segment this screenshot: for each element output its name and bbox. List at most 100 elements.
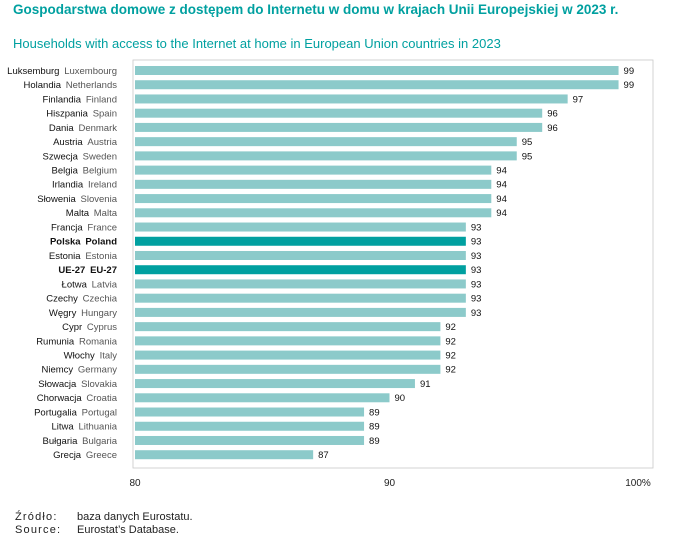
value-label: 99 xyxy=(624,66,635,77)
category-label-pl: Cypr xyxy=(62,322,87,333)
value-label: 89 xyxy=(369,407,380,418)
category-label-pl: Litwa xyxy=(52,422,79,433)
bar-slovakia xyxy=(135,379,415,389)
x-tick-label: 80 xyxy=(129,478,141,489)
category-label-pl: Belgia xyxy=(52,166,83,177)
bar-slovenia xyxy=(135,194,492,204)
bar-estonia xyxy=(135,250,466,260)
category-label: Grecja Greece xyxy=(53,450,117,461)
category-label: Belgia Belgium xyxy=(52,166,118,177)
bar-belgium xyxy=(135,165,492,175)
category-label: Francja France xyxy=(51,222,117,233)
bar-denmark xyxy=(135,122,543,132)
category-label-en: Malta xyxy=(94,208,118,219)
category-label-pl: Węgry xyxy=(49,308,81,319)
category-label-pl: Irlandia xyxy=(52,180,88,191)
bar-chart: Luksemburg Luxembourg 99 Holandia Netherla… xyxy=(7,59,654,489)
category-label-pl: Finlandia xyxy=(43,94,86,105)
category-label-en: Italy xyxy=(100,351,118,362)
category-label-en: Netherlands xyxy=(66,80,117,91)
value-label: 90 xyxy=(395,393,406,404)
category-label-en: Lithuania xyxy=(78,422,117,433)
category-label-en: Austria xyxy=(87,137,117,148)
value-label: 92 xyxy=(445,351,456,362)
category-label: Węgry Hungary xyxy=(49,308,117,319)
category-label: Finlandia Finland xyxy=(43,94,117,105)
category-label-pl: Rumunia xyxy=(36,336,79,347)
category-label-pl: Polska xyxy=(50,237,85,248)
value-label: 94 xyxy=(496,166,507,177)
category-label: Słowacja Slovakia xyxy=(38,379,117,390)
value-label: 96 xyxy=(547,109,558,120)
value-label: 96 xyxy=(547,123,558,134)
category-label-pl: Włochy xyxy=(64,351,100,362)
bar-bulgaria xyxy=(135,435,365,445)
value-label: 93 xyxy=(471,279,482,290)
category-label-en: Estonia xyxy=(85,251,117,262)
category-label-pl: Austria xyxy=(53,137,87,148)
value-label: 94 xyxy=(496,180,507,191)
bar-lithuania xyxy=(135,421,365,431)
value-label: 95 xyxy=(522,137,533,148)
bar-austria xyxy=(135,137,517,147)
value-label: 91 xyxy=(420,379,431,390)
category-label-en: Hungary xyxy=(81,308,117,319)
source-pl-value: baza danych Eurostatu. xyxy=(77,511,193,523)
category-label: Litwa Lithuania xyxy=(52,422,118,433)
source-en: Source: Eurostat’s Database. xyxy=(15,524,179,537)
category-label: Polska Poland xyxy=(50,237,117,248)
bar-romania xyxy=(135,336,441,346)
category-label-pl: Hiszpania xyxy=(46,109,92,120)
chart-title-en: Households with access to the Internet a… xyxy=(13,36,501,51)
value-label: 93 xyxy=(471,251,482,262)
category-label-en: Germany xyxy=(78,365,117,376)
category-label-pl: Luksemburg xyxy=(7,66,64,77)
chart-title-pl: Gospodarstwa domowe z dostępem do Intern… xyxy=(13,2,619,17)
value-label: 92 xyxy=(445,322,456,333)
bar-eu-27 xyxy=(135,265,466,275)
bar-hungary xyxy=(135,307,466,317)
category-label-en: Finland xyxy=(86,94,117,105)
category-label-pl: Słowacja xyxy=(38,379,81,390)
category-label: Hiszpania Spain xyxy=(46,109,117,120)
bar-spain xyxy=(135,108,543,118)
category-label: Austria Austria xyxy=(53,137,118,148)
bar-finland xyxy=(135,94,568,104)
category-label-en: Latvia xyxy=(92,279,118,290)
category-label-pl: UE-27 xyxy=(58,265,90,276)
category-label-pl: Portugalia xyxy=(34,407,82,418)
category-label-en: Portugal xyxy=(82,407,117,418)
category-label-en: Slovenia xyxy=(81,194,118,205)
value-label: 93 xyxy=(471,265,482,276)
category-label-en: France xyxy=(87,222,117,233)
category-label: Rumunia Romania xyxy=(36,336,118,347)
category-label-pl: Łotwa xyxy=(62,279,92,290)
category-label: Słowenia Slovenia xyxy=(37,194,117,205)
category-label-en: Greece xyxy=(86,450,117,461)
plot-frame xyxy=(132,59,654,469)
value-label: 89 xyxy=(369,422,380,433)
category-label-pl: Francja xyxy=(51,222,87,233)
bar-netherlands xyxy=(135,80,619,90)
source-en-value: Eurostat’s Database. xyxy=(77,524,179,536)
bar-poland xyxy=(135,236,466,246)
category-label-en: Bulgaria xyxy=(82,436,118,447)
bar-germany xyxy=(135,364,441,374)
category-label: Chorwacja Croatia xyxy=(37,393,118,404)
category-label-en: Cyprus xyxy=(87,322,117,333)
category-label-en: Romania xyxy=(79,336,118,347)
value-label: 99 xyxy=(624,80,635,91)
value-label: 94 xyxy=(496,208,507,219)
bar-italy xyxy=(135,350,441,360)
category-label-en: Poland xyxy=(85,237,117,248)
category-label-en: Slovakia xyxy=(81,379,118,390)
value-label: 92 xyxy=(445,365,456,376)
category-label: Estonia Estonia xyxy=(49,251,118,262)
category-label-pl: Malta xyxy=(66,208,94,219)
bar-sweden xyxy=(135,151,517,161)
source-en-key: Source: xyxy=(15,524,62,536)
category-label-en: Croatia xyxy=(86,393,117,404)
value-label: 89 xyxy=(369,436,380,447)
category-label: Malta Malta xyxy=(66,208,118,219)
category-label: Włochy Italy xyxy=(64,351,118,362)
